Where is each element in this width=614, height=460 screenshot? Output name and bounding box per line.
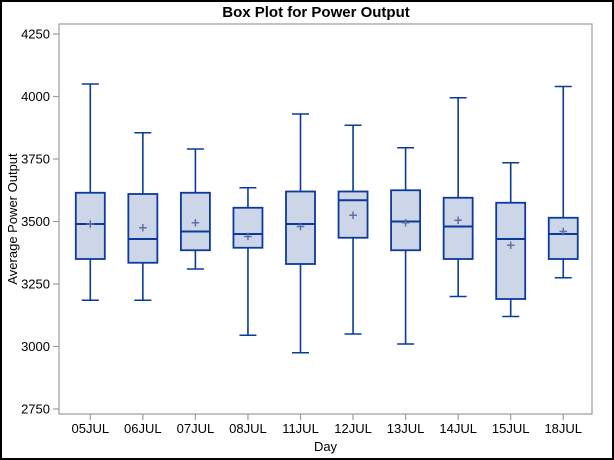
mean-marker-icon [506, 241, 515, 250]
mean-marker-icon [349, 211, 357, 220]
x-tick-label: 15JUL [492, 421, 530, 436]
box-plot-07JUL [179, 148, 211, 270]
box-plot-05JUL [74, 83, 106, 302]
box-plot-11JUL [285, 113, 316, 354]
y-tick-label: 4000 [21, 89, 50, 104]
mean-marker-icon [401, 218, 410, 227]
y-axis-title: Average Power Output [5, 153, 20, 285]
chart-title: Box Plot for Power Output [222, 4, 410, 21]
box-plot-06JUL [127, 131, 159, 302]
x-tick-label: 14JUL [439, 421, 477, 436]
y-tick-label: 3000 [21, 339, 50, 354]
mean-marker-icon [559, 227, 568, 236]
x-tick-label: 13JUL [387, 421, 425, 436]
mean-marker-icon [191, 218, 200, 227]
box-plot-13JUL [390, 146, 422, 345]
y-tick-label: 2750 [21, 402, 50, 417]
x-tick-label: 11JUL [282, 421, 319, 436]
box-plot-18JUL [547, 85, 579, 279]
x-axis-title: Day [314, 439, 338, 454]
x-tick-label: 06JUL [124, 421, 162, 436]
mean-marker-icon [296, 222, 305, 231]
x-tick-label: 05JUL [72, 421, 110, 436]
mean-marker-icon [86, 220, 95, 228]
x-tick-label: 08JUL [229, 421, 267, 436]
y-tick-label: 4250 [21, 27, 50, 42]
iqr-box [495, 201, 527, 300]
y-tick-label: 3250 [21, 277, 50, 292]
iqr-box [547, 216, 579, 260]
box-plot-12JUL [337, 124, 369, 335]
box-plot-15JUL [495, 161, 527, 318]
plot-frame: 2750 3000 3250 3500 3750 4000 4250 05JUL 06JUL 07… [21, 23, 593, 436]
box-plot-08JUL [232, 186, 264, 337]
plot-frame-rect [58, 23, 593, 415]
iqr-box [232, 206, 264, 249]
y-tick-label: 3750 [21, 152, 50, 167]
mean-marker-icon [139, 223, 147, 232]
mean-marker-icon [454, 216, 462, 225]
y-tick-label: 3500 [21, 214, 50, 229]
mean-marker-icon [244, 232, 252, 241]
x-tick-label: 12JUL [334, 421, 372, 436]
x-tick-label: 18JUL [544, 421, 582, 436]
x-tick-label: 07JUL [177, 421, 215, 436]
box-plot-14JUL [442, 96, 474, 298]
box-series [74, 83, 579, 354]
iqr-box [442, 196, 474, 260]
